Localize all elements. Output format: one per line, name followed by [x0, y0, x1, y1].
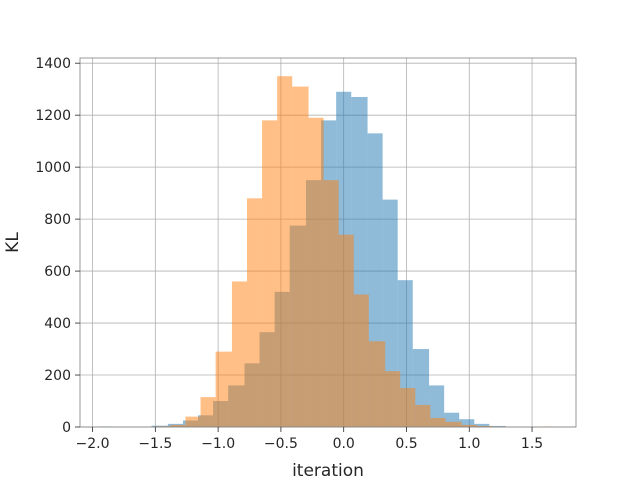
histogram-bar — [262, 120, 278, 427]
y-tick-label: 1400 — [35, 56, 71, 72]
histogram-bar — [368, 341, 386, 427]
histogram-bar — [231, 281, 248, 427]
x-tick-label: 0.5 — [395, 436, 417, 452]
y-tick-label: 400 — [44, 316, 71, 332]
histogram-bar — [200, 397, 216, 427]
histogram-bar — [400, 388, 416, 427]
y-tick-label: 600 — [44, 264, 71, 280]
histogram-bar — [415, 404, 431, 427]
histogram-bar — [323, 180, 339, 427]
histogram-bar — [382, 199, 398, 427]
histogram-bar — [445, 421, 462, 427]
x-tick-label: 1.0 — [458, 436, 480, 452]
y-tick-label: 1200 — [35, 108, 71, 124]
histogram-bar — [385, 371, 401, 427]
y-tick-label: 200 — [44, 368, 71, 384]
histogram-bar — [292, 86, 309, 428]
x-tick-label: −1.5 — [138, 436, 172, 452]
y-axis-ticks: 0 200 400 600 800 1000 1200 1400 — [35, 56, 80, 436]
histogram-bar — [430, 417, 446, 427]
y-tick-label: 0 — [62, 420, 71, 436]
y-tick-label: 800 — [44, 212, 71, 228]
x-axis-label: iteration — [292, 461, 364, 480]
y-tick-label: 1000 — [35, 160, 71, 176]
histogram-bar — [247, 198, 263, 427]
histogram-bar — [461, 424, 477, 427]
y-axis-label: KL — [3, 232, 23, 253]
histogram-bar — [308, 117, 324, 427]
plot-frame — [79, 57, 577, 428]
x-tick-label: −1.0 — [201, 436, 235, 452]
histogram-bar — [353, 294, 369, 427]
histogram-bar — [459, 419, 475, 427]
histogram-bar — [429, 385, 445, 427]
x-tick-label: 0.0 — [333, 436, 355, 452]
x-tick-label: 1.5 — [521, 436, 543, 452]
x-axis-ticks: −2.0 −1.5 −1.0 −0.5 0.0 0.5 1.0 1.5 — [76, 427, 543, 452]
histogram-bars — [98, 76, 554, 428]
series-2 — [155, 76, 554, 428]
x-tick-label: −0.5 — [264, 436, 298, 452]
histogram-bar — [215, 351, 232, 427]
histogram-bar — [170, 424, 186, 427]
histogram-bar — [474, 423, 490, 427]
histogram-bar — [476, 425, 492, 427]
histogram-bar — [338, 234, 354, 427]
histogram-bar — [277, 76, 293, 428]
x-tick-label: −2.0 — [76, 436, 110, 452]
histogram-bar — [185, 416, 201, 427]
